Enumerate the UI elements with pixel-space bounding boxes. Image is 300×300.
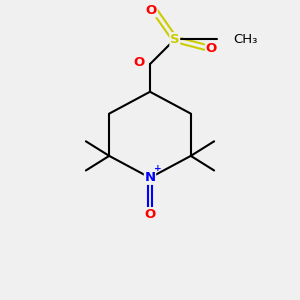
Text: CH₃: CH₃ bbox=[233, 33, 257, 46]
Text: O: O bbox=[144, 208, 156, 221]
Text: S: S bbox=[170, 33, 180, 46]
Text: O: O bbox=[133, 56, 145, 69]
Text: N: N bbox=[144, 171, 156, 184]
Text: +: + bbox=[154, 164, 162, 173]
Text: O: O bbox=[206, 42, 217, 55]
Text: O: O bbox=[146, 4, 157, 17]
